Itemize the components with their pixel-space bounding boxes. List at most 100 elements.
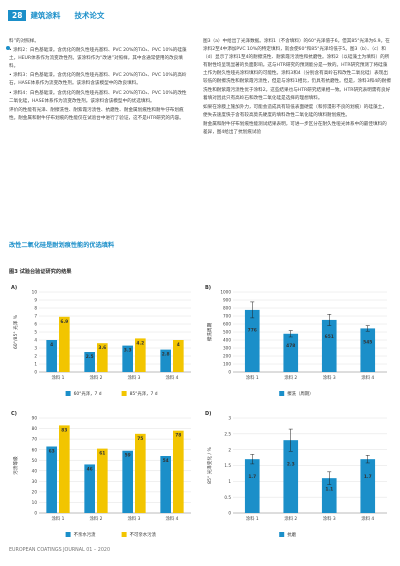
bar <box>122 345 133 372</box>
magazine-name: 建筑涂料 <box>30 10 61 20</box>
data-label: 59 <box>125 453 131 459</box>
y-tick-label: 1000 <box>220 290 231 295</box>
section-name: 技术论文 <box>74 10 105 20</box>
right-paragraph: 图3（a）中给出了光泽数据。涂料1（不含填料）的60°光泽值于6。但其85°光泽… <box>203 39 391 101</box>
data-label: 2.3 <box>287 462 295 468</box>
data-label: 776 <box>248 328 257 334</box>
y-tick-label: 1 <box>228 479 231 484</box>
right-column: 图3（a）中给出了光泽数据。涂料1（不含填料）的60°光泽值于6。但其85°光泽… <box>203 38 391 138</box>
chart-panel-label: A) <box>11 285 17 291</box>
y-tick-label: 0 <box>34 370 37 375</box>
data-label: 1.7 <box>248 474 256 480</box>
bar <box>46 446 57 513</box>
right-paragraph: 耐金属和耐牛仔布划痕性能测试结果表明，可进一步区分在耐久性哑光体系中的最佳填料的… <box>203 121 387 136</box>
figure-title: 图3 试验台验证研究的结果 <box>9 269 72 275</box>
legend-entry: 60°光泽，7 d <box>74 390 102 397</box>
data-label: 61 <box>99 451 105 457</box>
data-label: 2.5 <box>86 354 94 360</box>
y-tick-label: 20 <box>32 489 38 494</box>
y-tick-label: 1.5 <box>224 463 231 468</box>
legend-swatch <box>121 391 127 396</box>
left-paragraph: • 涂料4：白色基础漆。含优化的耐久性哑光基料、PVC 20%的TiO₂、PVC… <box>9 90 187 104</box>
left-paragraph: • 涂料2：白色基础漆。含优化的耐久性哑光基料、PVC 20%的TiO₂、PVC… <box>9 48 187 70</box>
data-label: 3.6 <box>98 345 106 351</box>
data-label: 83 <box>61 427 67 433</box>
bar <box>160 349 171 372</box>
bar <box>244 459 260 513</box>
y-tick-label: 10 <box>32 290 38 295</box>
left-paragraph: 料”的对照样。 <box>9 39 39 44</box>
y-axis-label: 污渍等级 <box>12 456 19 475</box>
journal-footer: EUROPEAN COATINGS JOURNAL 01 – 2020 <box>9 548 110 553</box>
chart-b: B) 擦洗周期 0 100 200 300 400 500 600 700 800 900 1000 涂料… <box>203 282 391 402</box>
legend-entry: 85°光泽，7 d <box>130 390 158 397</box>
bar <box>244 309 260 372</box>
y-tick-label: 40 <box>32 468 38 473</box>
y-tick-label: 900 <box>223 298 231 303</box>
data-label: 54 <box>163 458 169 464</box>
x-tick-label: 涂料 1 <box>246 515 259 522</box>
data-label: 78 <box>175 433 181 439</box>
y-tick-label: 1 <box>34 362 37 367</box>
y-axis-label: 60°/85° 光泽 % <box>12 314 19 349</box>
bar <box>321 478 337 513</box>
bar <box>97 448 108 513</box>
y-tick-label: 200 <box>223 354 231 359</box>
y-tick-label: 100 <box>223 362 231 367</box>
bar <box>135 433 146 513</box>
x-tick-label: 涂料 4 <box>361 515 374 522</box>
legend-entry: 抗磨 <box>287 531 296 538</box>
left-paragraph: • 涂料3：白色基础漆。含优化的耐久性哑光基料、PVC 20%的TiO₂、PVC… <box>9 73 187 87</box>
y-tick-label: 0 <box>228 511 231 516</box>
y-tick-label: 8 <box>34 306 37 311</box>
bar <box>283 440 299 513</box>
y-tick-label: 300 <box>223 346 231 351</box>
legend-swatch <box>279 532 285 537</box>
y-tick-label: 800 <box>223 306 231 311</box>
x-tick-label: 涂料 1 <box>52 374 65 381</box>
section-heading: 改性二氧化硅是耐划痕性能的优选填料 <box>9 242 115 249</box>
bar <box>321 319 337 372</box>
legend-entry: 不亲水污渍 <box>74 531 97 538</box>
data-label: 4.2 <box>136 340 144 346</box>
data-label: 75 <box>137 436 143 442</box>
bar <box>97 343 108 372</box>
y-tick-label: 700 <box>223 314 231 319</box>
y-axis-label: 擦洗周期 <box>206 322 213 341</box>
y-tick-label: 70 <box>32 437 38 442</box>
y-tick-label: 9 <box>34 298 37 303</box>
bar <box>135 338 146 372</box>
data-label: 63 <box>49 449 55 455</box>
y-tick-label: 6 <box>34 322 37 327</box>
y-tick-label: 600 <box>223 322 231 327</box>
bar <box>59 425 70 513</box>
chart-panel-label: B) <box>205 285 211 291</box>
y-tick-label: 2.5 <box>224 431 231 436</box>
bar <box>173 340 184 372</box>
data-label: 3.3 <box>124 348 132 354</box>
legend-swatch <box>65 391 71 396</box>
y-tick-label: 10 <box>32 500 38 505</box>
chart-d: D) 85° 光泽变化 / % 0 0.5 1 1.5 2 2.5 3 涂料 1 1.7 涂料 2 2.… <box>203 408 391 543</box>
page-number: 28 <box>8 9 27 21</box>
y-tick-label: 0.5 <box>224 495 231 500</box>
data-label: 4 <box>177 342 180 348</box>
x-tick-label: 涂料 4 <box>166 374 179 381</box>
chart-panel-label: C) <box>11 411 17 417</box>
x-tick-label: 涂料 4 <box>166 515 179 522</box>
left-paragraph: 评价的性能有光泽、耐擦洗性、耐紫霞污渍性、抗磨性、耐金属划痕性和耐牛仔布划痕性。… <box>9 107 184 121</box>
y-tick-label: 0 <box>228 370 231 375</box>
page-header: 28 建筑涂料 技术论文 <box>8 8 104 22</box>
legend-swatch <box>121 532 127 537</box>
x-tick-label: 涂料 3 <box>323 515 336 522</box>
legend-entry: 不可亲水污渍 <box>130 531 157 538</box>
x-tick-label: 涂料 2 <box>90 374 103 381</box>
y-tick-label: 80 <box>32 426 38 431</box>
x-tick-label: 涂料 3 <box>323 374 336 381</box>
bar <box>160 456 171 513</box>
y-tick-label: 0 <box>34 511 37 516</box>
left-column: 料”的对照样。 • 涂料2：白色基础漆。含优化的耐久性哑光基料、PVC 20%的… <box>9 38 189 124</box>
bar <box>173 430 184 513</box>
bar <box>122 450 133 513</box>
data-label: 4 <box>50 342 53 348</box>
